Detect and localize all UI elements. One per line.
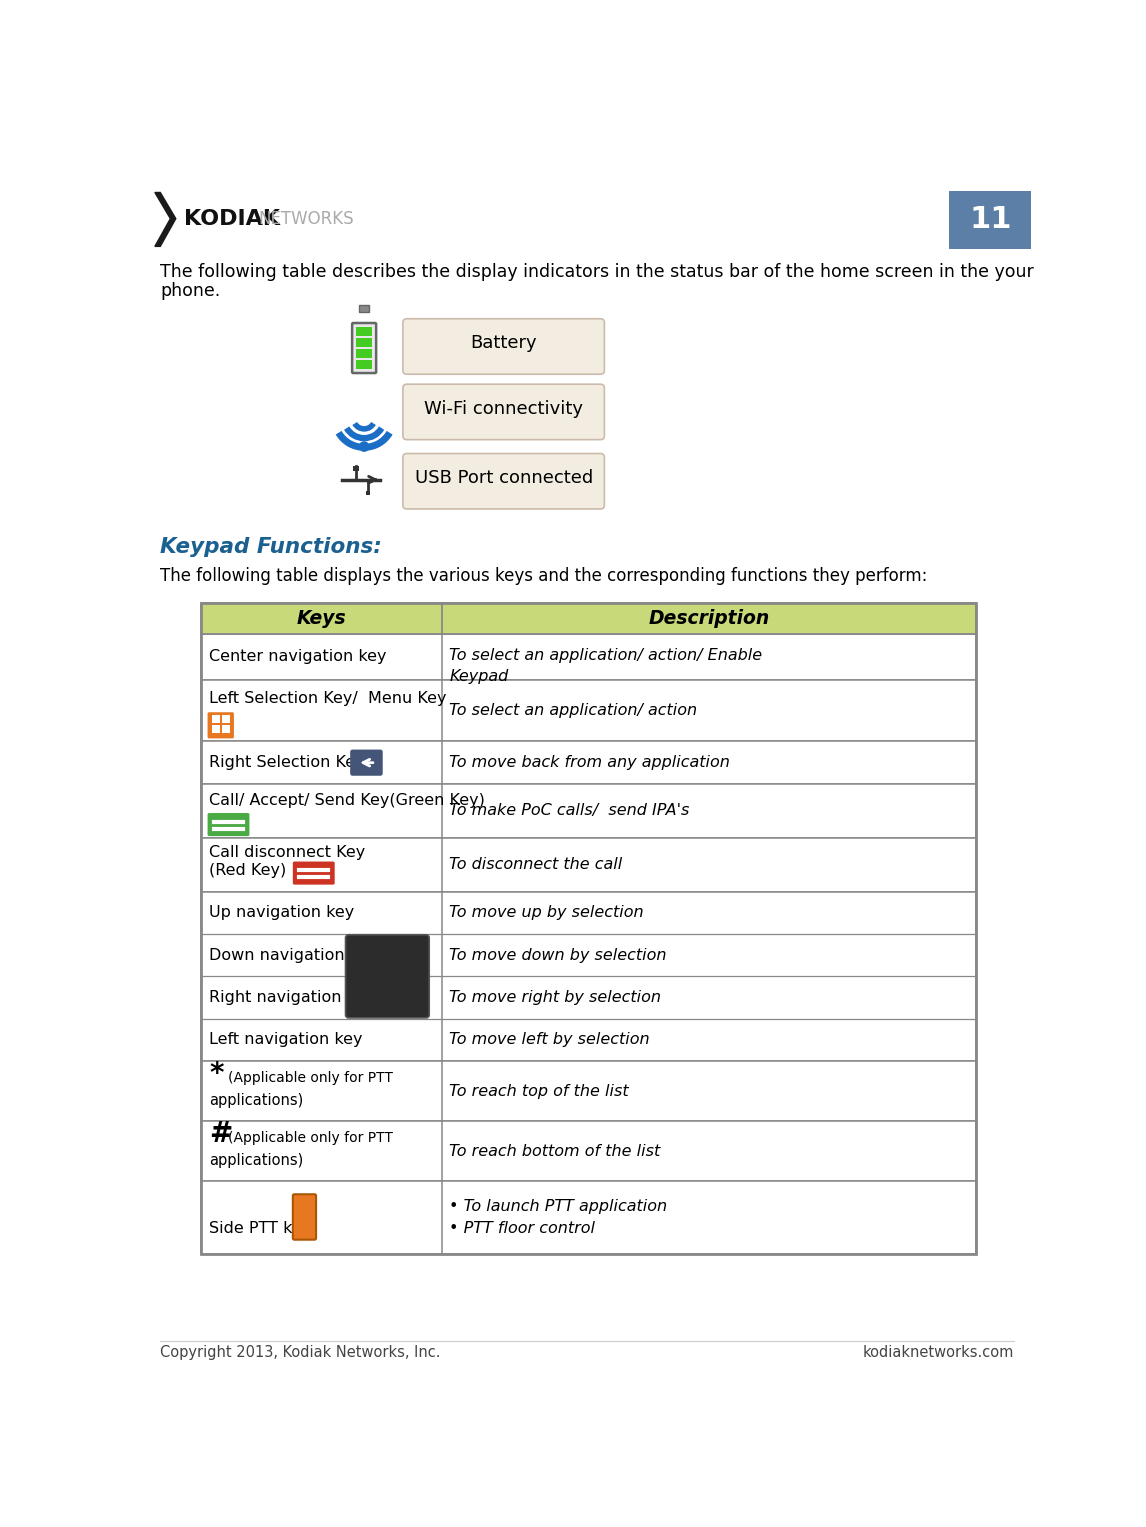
- Text: To reach top of the list: To reach top of the list: [449, 1084, 629, 1098]
- Text: Left Selection Key/  Menu Key: Left Selection Key/ Menu Key: [209, 690, 447, 705]
- Text: To move right by selection: To move right by selection: [449, 989, 661, 1005]
- Bar: [356, 337, 371, 347]
- Bar: [356, 348, 371, 357]
- FancyBboxPatch shape: [352, 324, 376, 373]
- Bar: [360, 305, 369, 312]
- Text: applications): applications): [209, 1153, 304, 1168]
- FancyBboxPatch shape: [293, 861, 335, 884]
- Text: NETWORKS: NETWORKS: [258, 209, 354, 228]
- Bar: [202, 603, 976, 1254]
- Text: • To launch PTT application: • To launch PTT application: [449, 1199, 667, 1214]
- Text: Left navigation key: Left navigation key: [209, 1032, 362, 1048]
- Text: To move left by selection: To move left by selection: [449, 1032, 650, 1048]
- Text: Right navigation key: Right navigation key: [209, 989, 375, 1005]
- Text: Right Selection Key: Right Selection Key: [209, 756, 364, 770]
- Bar: [366, 492, 370, 495]
- Polygon shape: [155, 192, 175, 246]
- Bar: [356, 327, 371, 336]
- Text: (Red Key): (Red Key): [209, 863, 286, 878]
- Text: To make PoC calls/  send IPA's: To make PoC calls/ send IPA's: [449, 803, 690, 818]
- Bar: [202, 783, 976, 838]
- Text: To move down by selection: To move down by selection: [449, 948, 667, 962]
- FancyBboxPatch shape: [351, 750, 383, 776]
- Text: 11: 11: [970, 205, 1012, 234]
- Bar: [212, 725, 220, 733]
- Text: The following table describes the display indicators in the status bar of the ho: The following table describes the displa…: [160, 263, 1034, 281]
- Text: *: *: [209, 1060, 223, 1089]
- Text: KODIAK: KODIAK: [183, 209, 280, 229]
- Bar: [212, 715, 220, 722]
- Text: To select an application/ action: To select an application/ action: [449, 704, 698, 718]
- Text: Wi-Fi connectivity: Wi-Fi connectivity: [424, 400, 583, 418]
- Text: Battery: Battery: [470, 334, 537, 353]
- Text: To select an application/ action/ Enable
Keypad: To select an application/ action/ Enable…: [449, 649, 762, 684]
- Text: The following table displays the various keys and the corresponding functions th: The following table displays the various…: [160, 567, 927, 585]
- Text: Call disconnect Key: Call disconnect Key: [209, 846, 366, 860]
- Text: To move back from any application: To move back from any application: [449, 756, 730, 770]
- Text: Keypad Functions:: Keypad Functions:: [160, 538, 382, 557]
- Text: (Applicable only for PTT: (Applicable only for PTT: [228, 1132, 393, 1145]
- Text: To move up by selection: To move up by selection: [449, 906, 644, 921]
- Bar: [353, 466, 360, 472]
- Text: kodiaknetworks.com: kodiaknetworks.com: [863, 1345, 1014, 1361]
- Text: phone.: phone.: [160, 282, 220, 299]
- Text: Keys: Keys: [297, 609, 346, 628]
- Text: Down navigation key: Down navigation key: [209, 948, 378, 962]
- FancyBboxPatch shape: [346, 935, 430, 1019]
- Text: To reach bottom of the list: To reach bottom of the list: [449, 1144, 660, 1159]
- Bar: [202, 634, 976, 680]
- Text: Copyright 2013, Kodiak Networks, Inc.: Copyright 2013, Kodiak Networks, Inc.: [160, 1345, 441, 1361]
- Text: (Applicable only for PTT: (Applicable only for PTT: [228, 1070, 393, 1084]
- FancyBboxPatch shape: [293, 1194, 316, 1240]
- Bar: [202, 892, 976, 1061]
- Bar: [202, 1182, 976, 1254]
- Bar: [202, 680, 976, 742]
- FancyBboxPatch shape: [403, 454, 604, 508]
- Text: #: #: [209, 1121, 233, 1148]
- FancyBboxPatch shape: [403, 319, 604, 374]
- Text: To disconnect the call: To disconnect the call: [449, 857, 622, 872]
- Bar: [202, 1121, 976, 1182]
- Bar: [202, 838, 976, 892]
- Text: Side PTT key: Side PTT key: [209, 1222, 312, 1237]
- Text: • PTT floor control: • PTT floor control: [449, 1222, 596, 1237]
- Bar: [202, 1061, 976, 1121]
- Text: Up navigation key: Up navigation key: [209, 906, 354, 921]
- Bar: [202, 603, 976, 634]
- Text: Center navigation key: Center navigation key: [209, 649, 386, 664]
- Text: USB Port connected: USB Port connected: [415, 469, 592, 487]
- Bar: [949, 191, 1031, 249]
- FancyBboxPatch shape: [207, 712, 234, 739]
- Text: Description: Description: [649, 609, 770, 628]
- Text: applications): applications): [209, 1093, 304, 1107]
- FancyBboxPatch shape: [403, 385, 604, 440]
- Bar: [222, 715, 230, 722]
- Bar: [202, 742, 976, 783]
- FancyBboxPatch shape: [207, 812, 250, 837]
- Bar: [356, 359, 371, 370]
- Circle shape: [360, 441, 369, 450]
- Bar: [222, 725, 230, 733]
- Text: Call/ Accept/ Send Key(Green Key): Call/ Accept/ Send Key(Green Key): [209, 793, 485, 808]
